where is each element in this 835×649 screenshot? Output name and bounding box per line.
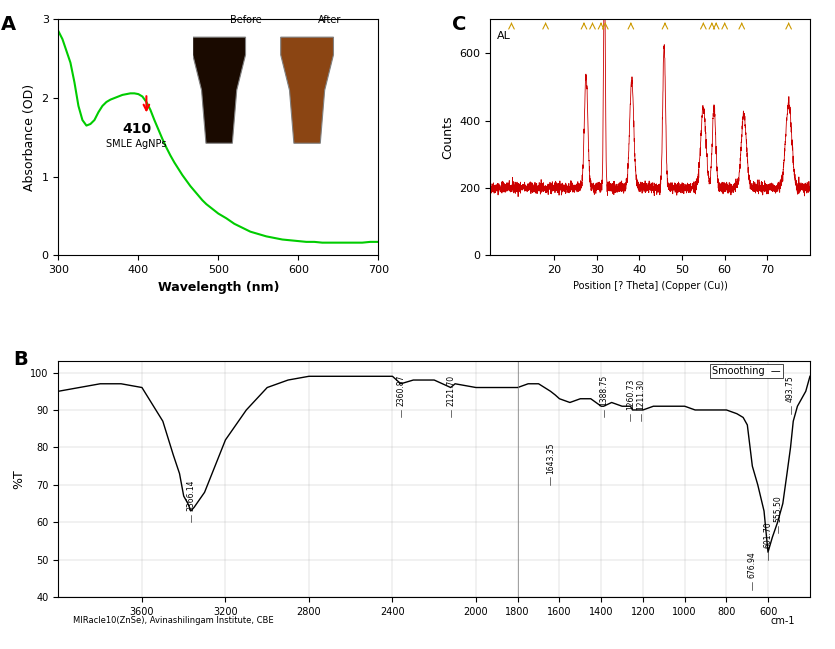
X-axis label: Position [? Theta] (Copper (Cu)): Position [? Theta] (Copper (Cu)) [573,280,727,291]
Text: 1260.73: 1260.73 [626,378,635,410]
Text: 676.94: 676.94 [748,552,757,578]
Text: B: B [13,350,28,369]
Text: 555.50: 555.50 [773,495,782,522]
Text: 493.75: 493.75 [786,376,795,402]
Text: 1388.75: 1388.75 [600,375,608,406]
Text: 601.70: 601.70 [763,522,772,548]
Text: 3366.14: 3366.14 [186,480,195,511]
Text: MIRacle10(ZnSe), Avinashilingam Institute, CBE: MIRacle10(ZnSe), Avinashilingam Institut… [73,616,274,625]
Y-axis label: Counts: Counts [441,116,453,159]
Text: 410: 410 [123,123,151,136]
Text: 2360.87: 2360.87 [397,375,405,406]
Text: 1643.35: 1643.35 [546,442,555,474]
Text: 1211.30: 1211.30 [636,379,645,410]
Text: C: C [452,15,466,34]
Text: AL: AL [497,31,510,42]
Text: SMLE AgNPs: SMLE AgNPs [106,139,167,149]
Text: 2121.70: 2121.70 [446,375,455,406]
Text: A: A [1,15,16,34]
X-axis label: Wavelength (nm): Wavelength (nm) [158,280,279,293]
Y-axis label: %T: %T [12,469,25,489]
Text: cm-1: cm-1 [771,616,795,626]
Y-axis label: Absorbance (OD): Absorbance (OD) [23,84,36,191]
Text: Smoothing  —: Smoothing — [712,366,781,376]
